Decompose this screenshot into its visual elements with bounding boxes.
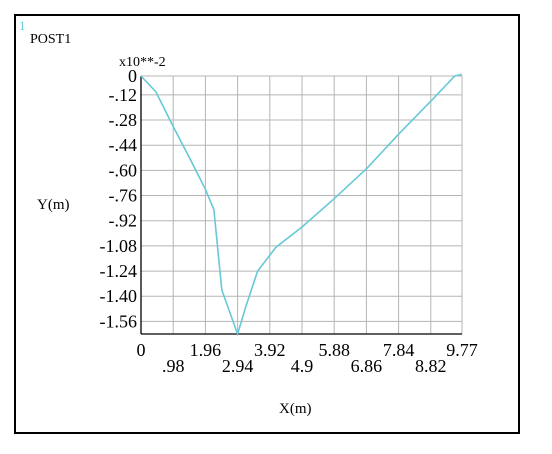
grid xyxy=(140,75,463,334)
x-tick-label: 9.77 xyxy=(446,340,478,360)
chart-title: POST1 xyxy=(30,32,71,47)
y-tick-label: -1.08 xyxy=(100,236,138,256)
y-tick-label: -.12 xyxy=(109,85,138,105)
y-axis-label: Y(m) xyxy=(37,197,70,213)
y-tick-label: -.92 xyxy=(109,211,138,231)
series-line xyxy=(140,73,463,337)
x-tick-label: 6.86 xyxy=(351,356,383,376)
x-tick-label: 5.88 xyxy=(318,340,350,360)
y-tick-label: -.28 xyxy=(109,110,138,130)
y-tick-label: -.60 xyxy=(109,160,138,180)
x-tick-label: 8.82 xyxy=(415,356,447,376)
y-tick-label: -1.40 xyxy=(100,286,138,306)
x-tick-label: 7.84 xyxy=(383,340,415,360)
x-tick-label: 3.92 xyxy=(254,340,286,360)
x-tick-label: 1.96 xyxy=(190,340,222,360)
window-number: 1 xyxy=(19,18,26,33)
y-tick-label: -.44 xyxy=(109,135,138,155)
x-tick-label: 0 xyxy=(137,340,146,360)
y-tick-label: -1.56 xyxy=(100,311,138,331)
x-tick-labels: 0 .981.962.943.924.95.886.867.848.829.77 xyxy=(137,340,478,376)
y-tick-label: 0 xyxy=(128,66,137,86)
x-tick-label: 2.94 xyxy=(222,356,254,376)
x-axis-label: X(m) xyxy=(279,401,312,417)
line-chart: 1 POST1 x10**-2 Y(m) X(m) 0-.12-.28-.44-… xyxy=(19,18,478,417)
y-tick-label: -1.24 xyxy=(100,261,138,281)
x-tick-label: 4.9 xyxy=(291,356,314,376)
x-tick-label: .98 xyxy=(162,356,185,376)
axes xyxy=(140,76,462,335)
plot-window: 1 POST1 x10**-2 Y(m) X(m) 0 -.12 -.28 -.44-… xyxy=(14,14,520,434)
y-multiplier-label: x10**-2 xyxy=(119,55,166,70)
y-tick-label: -.76 xyxy=(109,186,138,206)
y-tick-labels: 0-.12 -.28 -.44 -.60 -.76 -.92 -1.08 -1.24 -1.40… xyxy=(100,66,138,331)
